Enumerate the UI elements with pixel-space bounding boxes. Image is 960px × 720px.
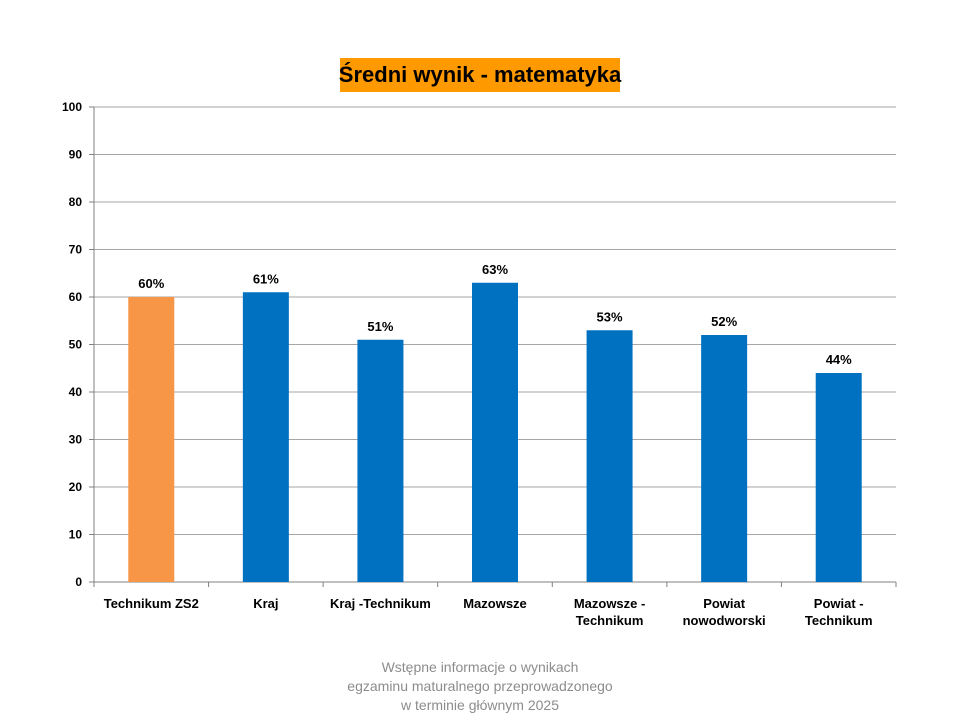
x-category-label: Powiat <box>703 596 746 611</box>
bar <box>128 297 175 582</box>
y-tick-label: 60 <box>69 290 83 304</box>
y-tick-label: 80 <box>69 195 83 209</box>
data-label: 53% <box>597 309 623 324</box>
y-tick-label: 20 <box>69 480 83 494</box>
x-category-label: Technikum <box>576 613 644 628</box>
footer-note: Wstępne informacje o wynikach egzaminu m… <box>0 658 960 715</box>
data-label: 61% <box>253 271 279 286</box>
x-category-label: Powiat - <box>814 596 864 611</box>
y-tick-label: 50 <box>69 338 83 352</box>
bar <box>242 292 289 582</box>
y-tick-label: 70 <box>69 243 83 257</box>
data-label: 60% <box>138 276 164 291</box>
x-category-label: Technikum ZS2 <box>104 596 199 611</box>
footer-line-1: Wstępne informacje o wynikach <box>381 659 579 675</box>
bar <box>815 373 862 582</box>
bar-chart: 0 10 20 30 40 50 60 70 80 90 100 60% Technikum ZS2 61… <box>62 100 897 628</box>
y-tick-label: 0 <box>75 575 82 589</box>
y-tick-label: 100 <box>62 100 82 114</box>
data-label: 51% <box>367 319 393 334</box>
bar <box>472 282 518 582</box>
x-category-label: Kraj <box>253 596 278 611</box>
footer-line-3: w terminie głównym 2025 <box>401 697 559 713</box>
chart-title: Średni wynik - matematyka <box>339 58 621 92</box>
data-label: 63% <box>482 262 508 277</box>
x-category-label: nowodworski <box>683 613 766 628</box>
x-category-label: Mazowsze <box>463 596 527 611</box>
bar <box>701 335 748 582</box>
bar <box>586 330 633 582</box>
bar <box>357 339 404 582</box>
x-category-label: Mazowsze - <box>574 596 646 611</box>
data-label: 52% <box>711 314 737 329</box>
x-category-label: Kraj -Technikum <box>330 596 431 611</box>
footer-line-2: egzaminu maturalnego przeprowadzonego <box>347 678 613 694</box>
y-tick-label: 30 <box>69 433 83 447</box>
y-tick-label: 40 <box>69 385 83 399</box>
y-tick-label: 90 <box>69 148 83 162</box>
y-tick-label: 10 <box>69 528 83 542</box>
x-category-label: Technikum <box>805 613 873 628</box>
data-label: 44% <box>826 352 852 367</box>
